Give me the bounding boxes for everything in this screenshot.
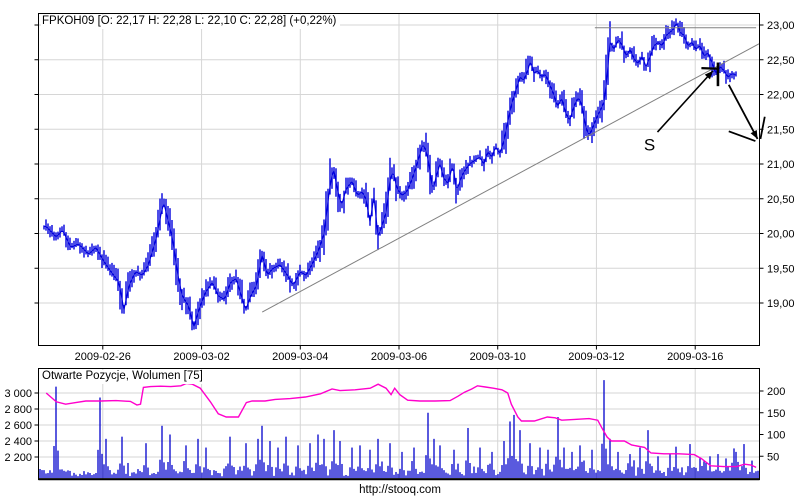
volume-axis-label: 150 <box>767 408 785 420</box>
volume-axis-label: 200 <box>767 386 785 398</box>
annotation-line <box>727 84 759 140</box>
volume-grid <box>39 369 759 479</box>
y-axis-label: 23,00 <box>767 20 795 32</box>
y-axis-label: 22,00 <box>767 90 795 102</box>
annotation-line <box>728 130 756 142</box>
y-axis-label: 20,50 <box>767 194 795 206</box>
annotation-line <box>701 66 719 70</box>
price-series <box>43 18 737 331</box>
x-axis-date-label: 2009-03-02 <box>173 351 229 363</box>
y-axis-label: 19,00 <box>767 298 795 310</box>
x-axis-date-label: 2009-03-04 <box>272 351 328 363</box>
open-positions-axis-label: 3 000 <box>4 388 32 400</box>
s-annotation-label: S <box>644 136 655 155</box>
price-plot-border <box>38 13 760 346</box>
trendline <box>261 43 760 313</box>
annotation-line <box>656 70 714 133</box>
price-line <box>44 22 737 329</box>
open-positions-line <box>45 382 757 469</box>
y-axis-label: 22,50 <box>767 55 795 67</box>
annotation-line <box>759 116 766 140</box>
volume-axis-label: 100 <box>767 430 785 442</box>
x-axis-date-label: 2009-03-16 <box>667 351 723 363</box>
open-positions-series <box>45 382 757 469</box>
arrowhead <box>704 70 713 80</box>
arrowhead <box>750 130 758 139</box>
stooq-url[interactable]: http://stooq.com <box>359 484 441 496</box>
y-axis-label: 21,50 <box>767 124 795 136</box>
trend-annotations: S <box>261 27 766 313</box>
volume-series <box>39 380 759 478</box>
volume-axes: 3 000 2 800 2 600 2 400 2 200 200 150 100 50 <box>4 368 785 481</box>
x-axis-date-label: 2009-02-26 <box>75 351 131 363</box>
open-positions-axis-label: 2 400 <box>4 436 32 448</box>
x-axis-date-label: 2009-03-12 <box>568 351 624 363</box>
y-axis-label: 19,50 <box>767 263 795 275</box>
y-axis-label: 21,00 <box>767 159 795 171</box>
price-grid <box>39 14 759 345</box>
open-positions-axis-label: 2 600 <box>4 420 32 432</box>
positions-volume-title: Otwarte Pozycje, Wolumen [75] <box>41 370 207 384</box>
price-axes: 23,00 22,50 22,00 21,50 21,00 20,50 20,00 19,50… <box>34 13 795 363</box>
x-axis-date-label: 2009-03-10 <box>470 351 526 363</box>
open-positions-axis-label: 2 800 <box>4 404 32 416</box>
x-axis-date-label: 2009-03-06 <box>371 351 427 363</box>
price-chart-title: FPKOH09 [O: 22,17 H: 22,28 L: 22,10 C: 2… <box>41 15 341 29</box>
y-axis-label: 20,00 <box>767 229 795 241</box>
open-positions-axis-label: 2 200 <box>4 452 32 464</box>
volume-axis-label: 50 <box>767 451 779 463</box>
